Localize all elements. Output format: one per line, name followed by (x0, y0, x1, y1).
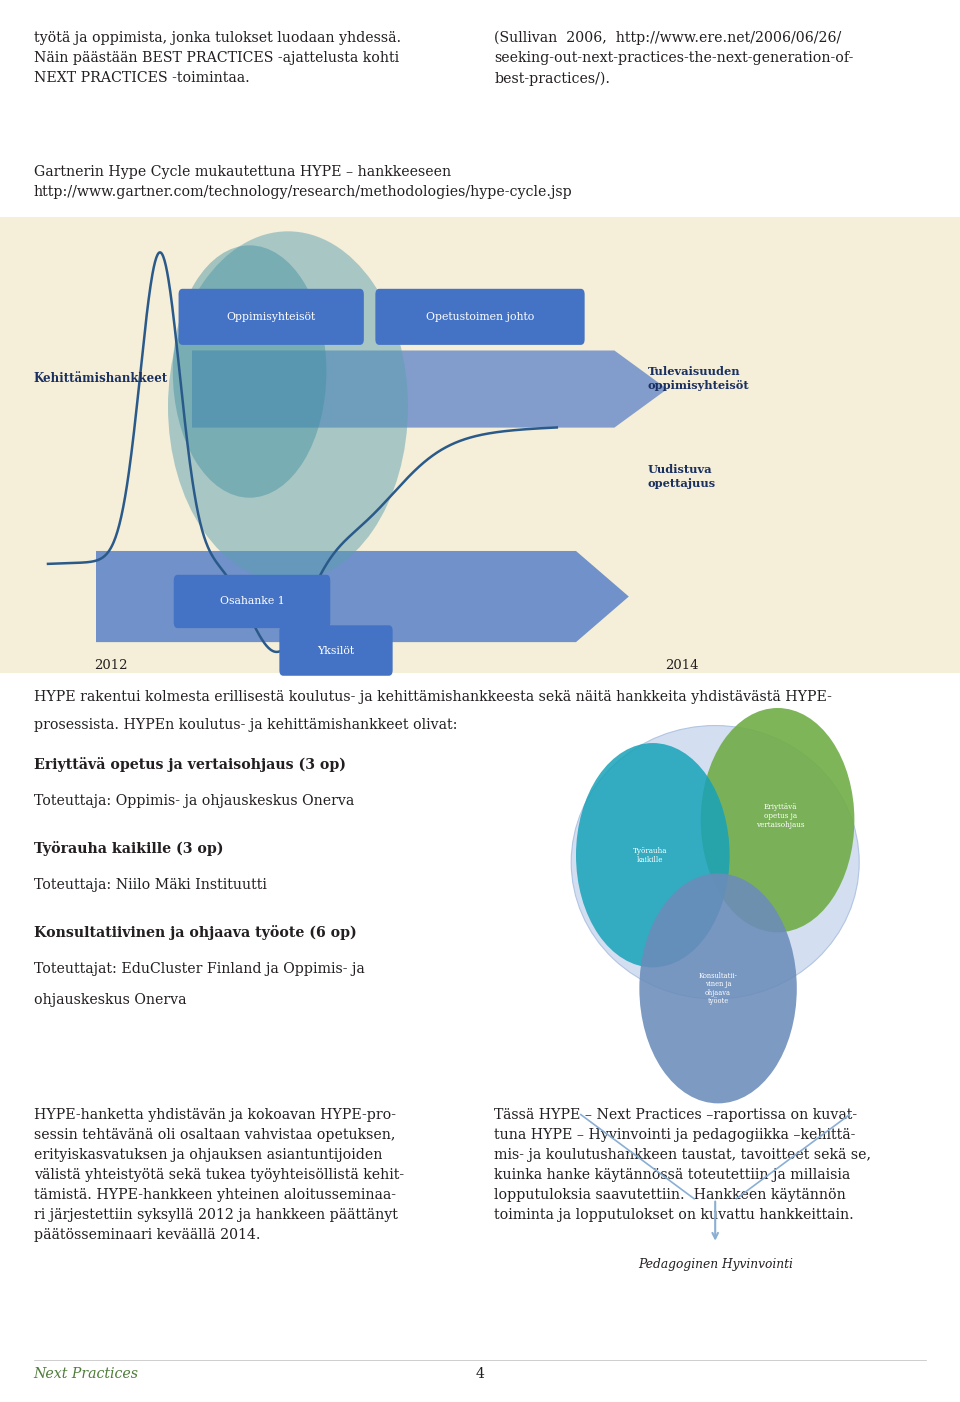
Bar (0, 217, 960, 673)
Text: Kehittämishankkeet: Kehittämishankkeet (34, 372, 168, 386)
Text: Pedagoginen Hyvinvointi: Pedagoginen Hyvinvointi (637, 1258, 793, 1270)
Text: 2012: 2012 (94, 659, 127, 672)
Text: Gartnerin Hype Cycle mukautettuna HYPE – hankkeeseen
http://www.gartner.com/tech: Gartnerin Hype Cycle mukautettuna HYPE –… (34, 165, 572, 199)
Text: Toteuttajat: EduCluster Finland ja Oppimis- ja: Toteuttajat: EduCluster Finland ja Oppim… (34, 962, 365, 976)
Ellipse shape (571, 726, 859, 998)
FancyBboxPatch shape (375, 289, 585, 345)
Text: Osahanke 1: Osahanke 1 (220, 596, 284, 607)
Text: Konsultatii-
vinen ja
ohjaava
työote: Konsultatii- vinen ja ohjaava työote (699, 972, 737, 1005)
Text: HYPE rakentui kolmesta erillisestä koulutus- ja kehittämishankkeesta sekä näitä : HYPE rakentui kolmesta erillisestä koulu… (34, 690, 831, 704)
Text: Työrauha
kaikille: Työrauha kaikille (633, 847, 667, 864)
Text: Uudistuva
opettajuus: Uudistuva opettajuus (648, 464, 716, 489)
Ellipse shape (173, 245, 326, 498)
Text: työtä ja oppimista, jonka tulokset luodaan yhdessä.
Näin päästään BEST PRACTICES: työtä ja oppimista, jonka tulokset luoda… (34, 31, 400, 86)
Circle shape (576, 743, 730, 967)
Ellipse shape (168, 231, 408, 582)
Text: Toteuttaja: Niilo Mäki Instituutti: Toteuttaja: Niilo Mäki Instituutti (34, 878, 267, 892)
Polygon shape (96, 551, 629, 642)
FancyBboxPatch shape (174, 575, 330, 628)
Text: prosessista. HYPEn koulutus- ja kehittämishankkeet olivat:: prosessista. HYPEn koulutus- ja kehittäm… (34, 718, 457, 732)
Text: Yksilöt: Yksilöt (318, 645, 354, 656)
Text: Tulevaisuuden
oppimisyhteisöt: Tulevaisuuden oppimisyhteisöt (648, 366, 750, 391)
Text: Työrauha kaikille (3 op): Työrauha kaikille (3 op) (34, 841, 223, 857)
Text: Next Practices: Next Practices (34, 1367, 138, 1381)
Text: Eriyttävä
opetus ja
vertaisohjaus: Eriyttävä opetus ja vertaisohjaus (756, 803, 804, 829)
Text: Eriyttävä opetus ja vertaisohjaus (3 op): Eriyttävä opetus ja vertaisohjaus (3 op) (34, 757, 346, 773)
FancyBboxPatch shape (179, 289, 364, 345)
FancyBboxPatch shape (279, 625, 393, 676)
Text: 4: 4 (475, 1367, 485, 1381)
Text: Konsultatiivinen ja ohjaava työote (6 op): Konsultatiivinen ja ohjaava työote (6 op… (34, 925, 356, 941)
Text: Tässä HYPE – Next Practices –raportissa on kuvat-
tuna HYPE – Hyvinvointi ja ped: Tässä HYPE – Next Practices –raportissa … (494, 1108, 872, 1221)
Text: 2014: 2014 (665, 659, 698, 672)
Circle shape (639, 873, 797, 1103)
Text: Oppimisyhteisöt: Oppimisyhteisöt (227, 311, 316, 322)
Text: ohjauskeskus Onerva: ohjauskeskus Onerva (34, 993, 186, 1007)
Text: Toteuttaja: Oppimis- ja ohjauskeskus Onerva: Toteuttaja: Oppimis- ja ohjauskeskus One… (34, 794, 354, 808)
Text: HYPE-hanketta yhdistävän ja kokoavan HYPE-pro-
sessin tehtävänä oli osaltaan vah: HYPE-hanketta yhdistävän ja kokoavan HYP… (34, 1108, 404, 1242)
Circle shape (701, 708, 854, 932)
Polygon shape (192, 350, 667, 428)
Text: Opetustoimen johto: Opetustoimen johto (426, 311, 534, 322)
Text: (Sullivan  2006,  http://www.ere.net/2006/06/26/
seeking-out-next-practices-the-: (Sullivan 2006, http://www.ere.net/2006/… (494, 31, 853, 86)
